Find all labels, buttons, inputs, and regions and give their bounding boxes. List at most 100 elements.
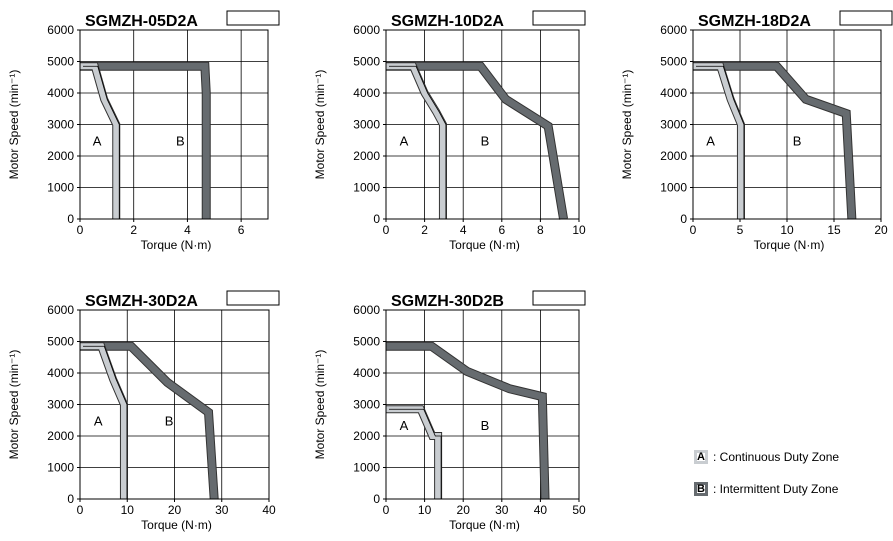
y-axis-label: Motor Speed (min⁻¹) [7, 70, 21, 180]
zone-label-A: A [93, 133, 102, 148]
zone-label-A: A [400, 133, 409, 148]
x-tick-label: 10 [780, 223, 794, 237]
x-tick-label: 8 [537, 223, 544, 237]
x-tick-label: 5 [737, 223, 744, 237]
x-axis-label: Torque (N·m) [754, 238, 825, 252]
y-tick-label: 3000 [47, 118, 74, 132]
y-tick-label: 2000 [660, 149, 687, 163]
zone-label-A: A [400, 418, 409, 433]
series-A-edge [83, 65, 120, 219]
legend-a-swatch: A [694, 450, 708, 464]
chart-3: SGMZH-30D2A A B 0 10 20 30 40 0 1000 2000 3000 4000 5… [7, 290, 280, 532]
x-tick-label: 40 [262, 503, 276, 517]
x-tick-label: 0 [383, 223, 390, 237]
chart-title: SGMZH-30D2A [85, 293, 198, 310]
zone-label-A: A [94, 413, 103, 428]
x-tick-label: 0 [690, 223, 697, 237]
zone-label-B: B [481, 133, 490, 148]
chart-2: SGMZH-18D2A A B 0 5 10 15 20 0 1000 2000 3000 4000 50… [620, 10, 893, 252]
series-B-outline [386, 61, 568, 220]
zone-label-B: B [481, 418, 490, 433]
y-tick-label: 2000 [47, 429, 74, 443]
series-B-line [80, 62, 210, 219]
x-tick-label: 40 [534, 503, 548, 517]
chart-4: SGMZH-30D2B A B 0 10 20 30 40 50 0 1000 2000 3000 400… [313, 290, 586, 532]
y-tick-label: 2000 [47, 149, 74, 163]
chart-title: SGMZH-18D2A [698, 13, 811, 30]
x-tick-label: 0 [77, 223, 84, 237]
y-axis-label: Motor Speed (min⁻¹) [620, 70, 634, 180]
y-tick-label: 1000 [353, 461, 380, 475]
y-tick-label: 1000 [47, 461, 74, 475]
y-tick-label: 6000 [47, 23, 74, 37]
series-A-edge [696, 65, 745, 219]
x-tick-label: 10 [418, 503, 432, 517]
x-axis-label: Torque (N·m) [141, 518, 212, 532]
x-tick-label: 0 [77, 503, 84, 517]
y-tick-label: 3000 [353, 118, 380, 132]
series-B-line [693, 62, 856, 220]
x-axis-label: Torque (N·m) [449, 518, 520, 532]
series-B-outline [693, 61, 857, 220]
y-tick-label: 0 [67, 212, 74, 226]
y-tick-label: 5000 [47, 55, 74, 69]
y-tick-label: 4000 [353, 366, 380, 380]
y-axis-label: Motor Speed (min⁻¹) [313, 350, 327, 460]
y-tick-label: 6000 [47, 303, 74, 317]
y-tick-label: 2000 [353, 429, 380, 443]
x-tick-label: 4 [184, 223, 191, 237]
y-tick-label: 3000 [353, 398, 380, 412]
x-tick-label: 15 [827, 223, 841, 237]
title-blank-box [532, 10, 586, 26]
series-A-line [693, 63, 744, 219]
legend-a-text: : Continuous Duty Zone [713, 450, 840, 464]
title-blank-box [839, 10, 893, 26]
x-tick-label: 6 [498, 223, 505, 237]
y-tick-label: 5000 [47, 335, 74, 349]
series-A-line [386, 63, 446, 219]
series-A-outline [386, 62, 447, 219]
series-B-line [386, 62, 568, 220]
y-tick-label: 3000 [47, 398, 74, 412]
x-axis-label: Torque (N·m) [141, 238, 212, 252]
x-tick-label: 20 [457, 503, 471, 517]
series-B-line [80, 342, 218, 500]
x-tick-label: 50 [572, 503, 586, 517]
zone-label-A: A [706, 133, 715, 148]
y-tick-label: 5000 [353, 335, 380, 349]
x-tick-label: 30 [495, 503, 509, 517]
y-tick-label: 4000 [47, 86, 74, 100]
x-tick-label: 2 [421, 223, 428, 237]
y-axis-label: Motor Speed (min⁻¹) [7, 350, 21, 460]
x-tick-label: 20 [874, 223, 888, 237]
legend-b-text: : Intermittent Duty Zone [713, 482, 839, 496]
series-A-edge [389, 65, 447, 219]
y-tick-label: 6000 [660, 23, 687, 37]
chart-title: SGMZH-10D2A [391, 13, 504, 30]
chart-1: SGMZH-10D2A A B 0 2 4 6 8 10 0 1000 2000 3000 4000 500… [313, 10, 586, 252]
chart-title: SGMZH-30D2B [391, 293, 504, 310]
x-tick-label: 20 [168, 503, 182, 517]
series-A-outline [693, 62, 745, 219]
x-tick-label: 4 [460, 223, 467, 237]
series-A-edge [389, 408, 442, 499]
y-tick-label: 0 [373, 492, 380, 506]
series-A-edge [83, 345, 128, 499]
x-tick-label: 10 [572, 223, 586, 237]
x-tick-label: 30 [215, 503, 229, 517]
legend-intermittent: B : Intermittent Duty Zone [694, 477, 884, 501]
legend-continuous: A : Continuous Duty Zone [694, 445, 884, 469]
x-tick-label: 6 [238, 223, 245, 237]
y-tick-label: 3000 [660, 118, 687, 132]
title-blank-box [226, 10, 280, 26]
zone-label-B: B [176, 133, 185, 148]
y-tick-label: 0 [67, 492, 74, 506]
y-tick-label: 1000 [47, 181, 74, 195]
chart-title: SGMZH-05D2A [85, 13, 198, 30]
series-B-line [386, 342, 549, 500]
y-tick-label: 1000 [660, 181, 687, 195]
title-blank-box [532, 290, 586, 306]
y-tick-label: 0 [680, 212, 687, 226]
zone-label-B: B [165, 413, 174, 428]
